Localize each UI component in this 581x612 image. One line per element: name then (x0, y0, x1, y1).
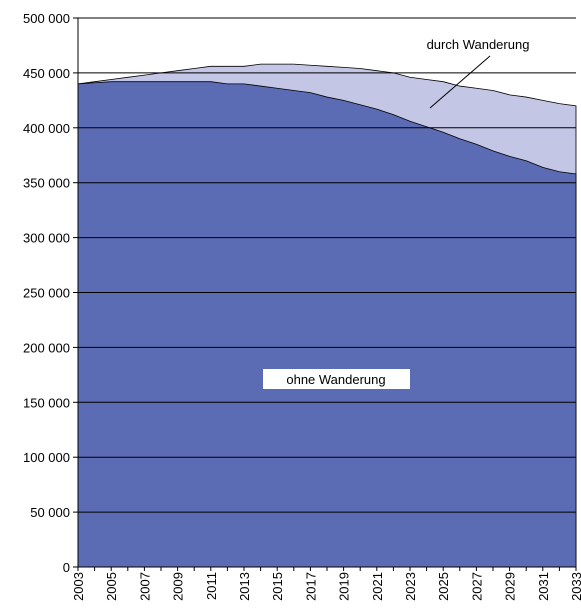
x-tick-label: 2027 (469, 572, 484, 601)
leader-line (429, 55, 491, 109)
x-tick-label: 2021 (370, 572, 385, 601)
y-tick-label: 100 000 (23, 450, 70, 465)
series-label: ohne Wanderung (286, 372, 385, 387)
y-tick-label: 300 000 (23, 231, 70, 246)
y-tick-label: 500 000 (23, 11, 70, 26)
x-tick-label: 2009 (171, 572, 186, 601)
label-box (263, 369, 410, 389)
x-tick-label: 2011 (204, 572, 219, 600)
x-tick-label: 2003 (71, 572, 86, 601)
x-tick-label: 2025 (436, 572, 451, 601)
x-tick-label: 2017 (303, 572, 318, 601)
y-tick-label: 200 000 (23, 340, 70, 355)
x-tick-label: 2015 (270, 572, 285, 601)
series-label: durch Wanderung (427, 37, 530, 52)
x-tick-label: 2023 (403, 572, 418, 601)
y-tick-label: 150 000 (23, 395, 70, 410)
x-tick-label: 2019 (337, 572, 352, 601)
y-tick-label: 0 (63, 560, 70, 575)
y-tick-label: 250 000 (23, 286, 70, 301)
y-tick-label: 450 000 (23, 66, 70, 81)
x-tick-label: 2031 (536, 572, 551, 601)
x-tick-label: 2033 (569, 572, 581, 601)
y-tick-label: 350 000 (23, 176, 70, 191)
x-tick-label: 2005 (104, 572, 119, 601)
area-ohne (77, 81, 577, 568)
x-tick-label: 2013 (237, 572, 252, 601)
y-tick-label: 400 000 (23, 121, 70, 136)
x-tick-label: 2029 (503, 572, 518, 601)
y-tick-label: 50 000 (30, 505, 70, 520)
x-tick-label: 2007 (137, 572, 152, 601)
